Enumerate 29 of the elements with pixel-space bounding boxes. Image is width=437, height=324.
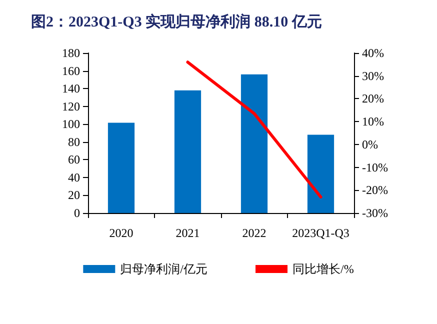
y-tick-label: 160 bbox=[62, 64, 80, 78]
bar bbox=[240, 74, 268, 213]
chart-title: 图2：2023Q1-Q3 实现归母净利润 88.10 亿元 bbox=[31, 12, 322, 30]
x-tick-label: 2020 bbox=[109, 226, 134, 240]
x-tick-label: 2023Q1-Q3 bbox=[292, 226, 350, 240]
y-tick-label: 20 bbox=[68, 188, 80, 202]
y2-tick-label: 10% bbox=[362, 114, 384, 129]
y-tick-label: 0 bbox=[74, 206, 80, 220]
y-tick-label: 180 bbox=[62, 46, 80, 60]
bar bbox=[108, 122, 135, 213]
y2-tick-label: -10% bbox=[362, 160, 388, 174]
bar bbox=[174, 90, 202, 213]
y-tick-label: 40 bbox=[68, 170, 80, 184]
y2-tick-label: 40% bbox=[362, 46, 384, 60]
bar bbox=[307, 134, 334, 213]
y-tick-label: 120 bbox=[62, 99, 80, 114]
y2-tick-label: -20% bbox=[362, 183, 388, 198]
x-tick-label: 2022 bbox=[242, 226, 266, 240]
y-tick-label: 60 bbox=[68, 152, 80, 167]
y2-tick-label: 30% bbox=[362, 68, 384, 83]
y-tick-label: 100 bbox=[62, 117, 80, 132]
y2-tick-label: -30% bbox=[362, 206, 388, 220]
legend-label: 同比增长/% bbox=[292, 262, 354, 276]
x-tick-label: 2021 bbox=[176, 226, 200, 240]
y2-tick-label: 0% bbox=[362, 137, 378, 152]
y-tick-label: 140 bbox=[62, 82, 80, 96]
legend-label: 归母净利润/亿元 bbox=[120, 262, 208, 276]
y-tick-label: 80 bbox=[68, 134, 80, 149]
y2-tick-label: 20% bbox=[362, 92, 384, 106]
